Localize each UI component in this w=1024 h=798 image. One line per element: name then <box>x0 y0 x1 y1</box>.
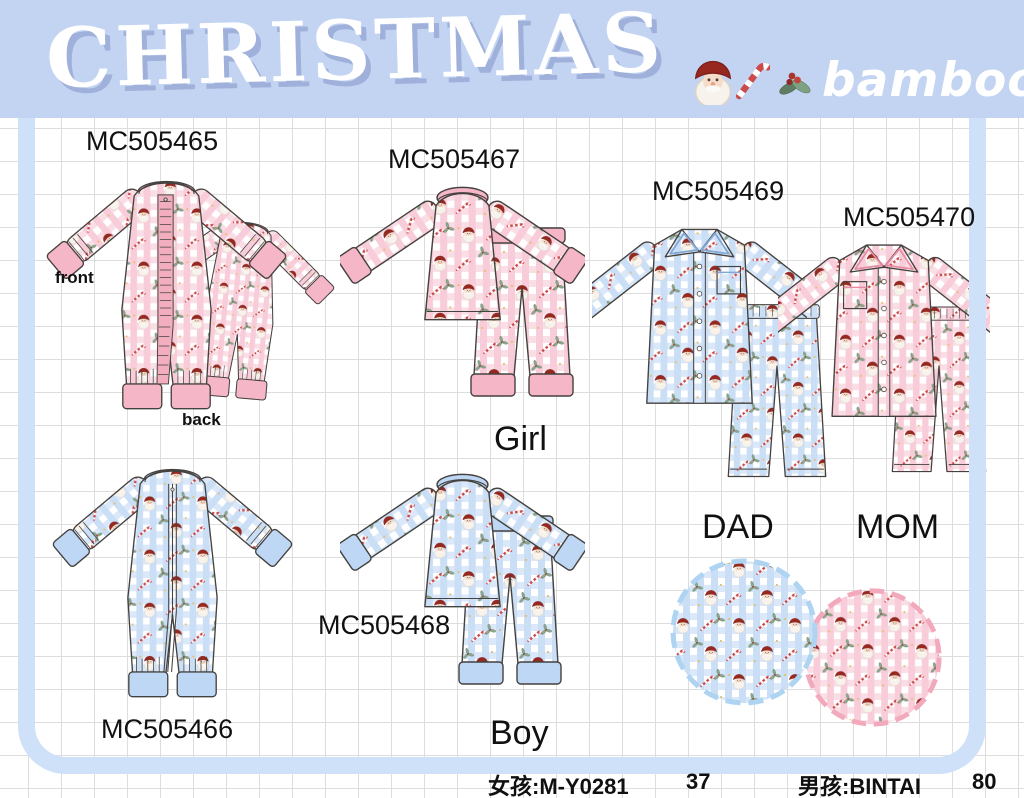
boy-tag-label: Boy <box>490 714 549 752</box>
mom-tag-label: MOM <box>856 508 940 546</box>
dad-tag-label: DAD <box>702 508 774 546</box>
girl-pajama-top-graphic <box>340 186 585 321</box>
santa-icon <box>694 59 732 105</box>
back-view-label: back <box>182 410 221 429</box>
product-code-mc505467: MC505467 <box>388 144 521 174</box>
product-code-mc505469: MC505469 <box>652 176 785 206</box>
dad-pajama-shirt-graphic <box>592 228 807 405</box>
holly-icon <box>779 72 811 95</box>
product-code-mc505466: MC505466 <box>101 714 234 744</box>
candy-cane-icon <box>736 56 770 104</box>
girl-tag-label: Girl <box>494 420 547 458</box>
romper-blue-graphic <box>51 468 294 698</box>
boy-pajama-top-graphic <box>340 473 585 608</box>
page-title: CHRISTMAS <box>44 0 667 108</box>
footer-boy-qty: 80 <box>972 769 997 794</box>
front-view-label: front <box>55 268 94 287</box>
footer-girl-style-number: 女孩:M-Y0281 <box>488 774 629 798</box>
header-band: CHRISTMAS bamboo <box>0 0 1024 118</box>
product-code-mc505468: MC505468 <box>318 610 451 640</box>
brand-name: bamboo <box>822 52 1024 108</box>
fabric-swatch-blue <box>670 558 818 706</box>
footer-boy-style-number: 男孩:BINTAI <box>798 774 922 798</box>
product-code-mc505470: MC505470 <box>843 202 976 232</box>
fabric-swatch-pink <box>803 588 942 727</box>
mom-pajama-shirt-graphic <box>778 244 990 418</box>
romper-front-graphic <box>45 180 288 410</box>
footer-girl-qty: 37 <box>686 769 711 794</box>
brand-logo: bamboo <box>690 48 1024 112</box>
product-code-mc505465: MC505465 <box>86 126 219 156</box>
